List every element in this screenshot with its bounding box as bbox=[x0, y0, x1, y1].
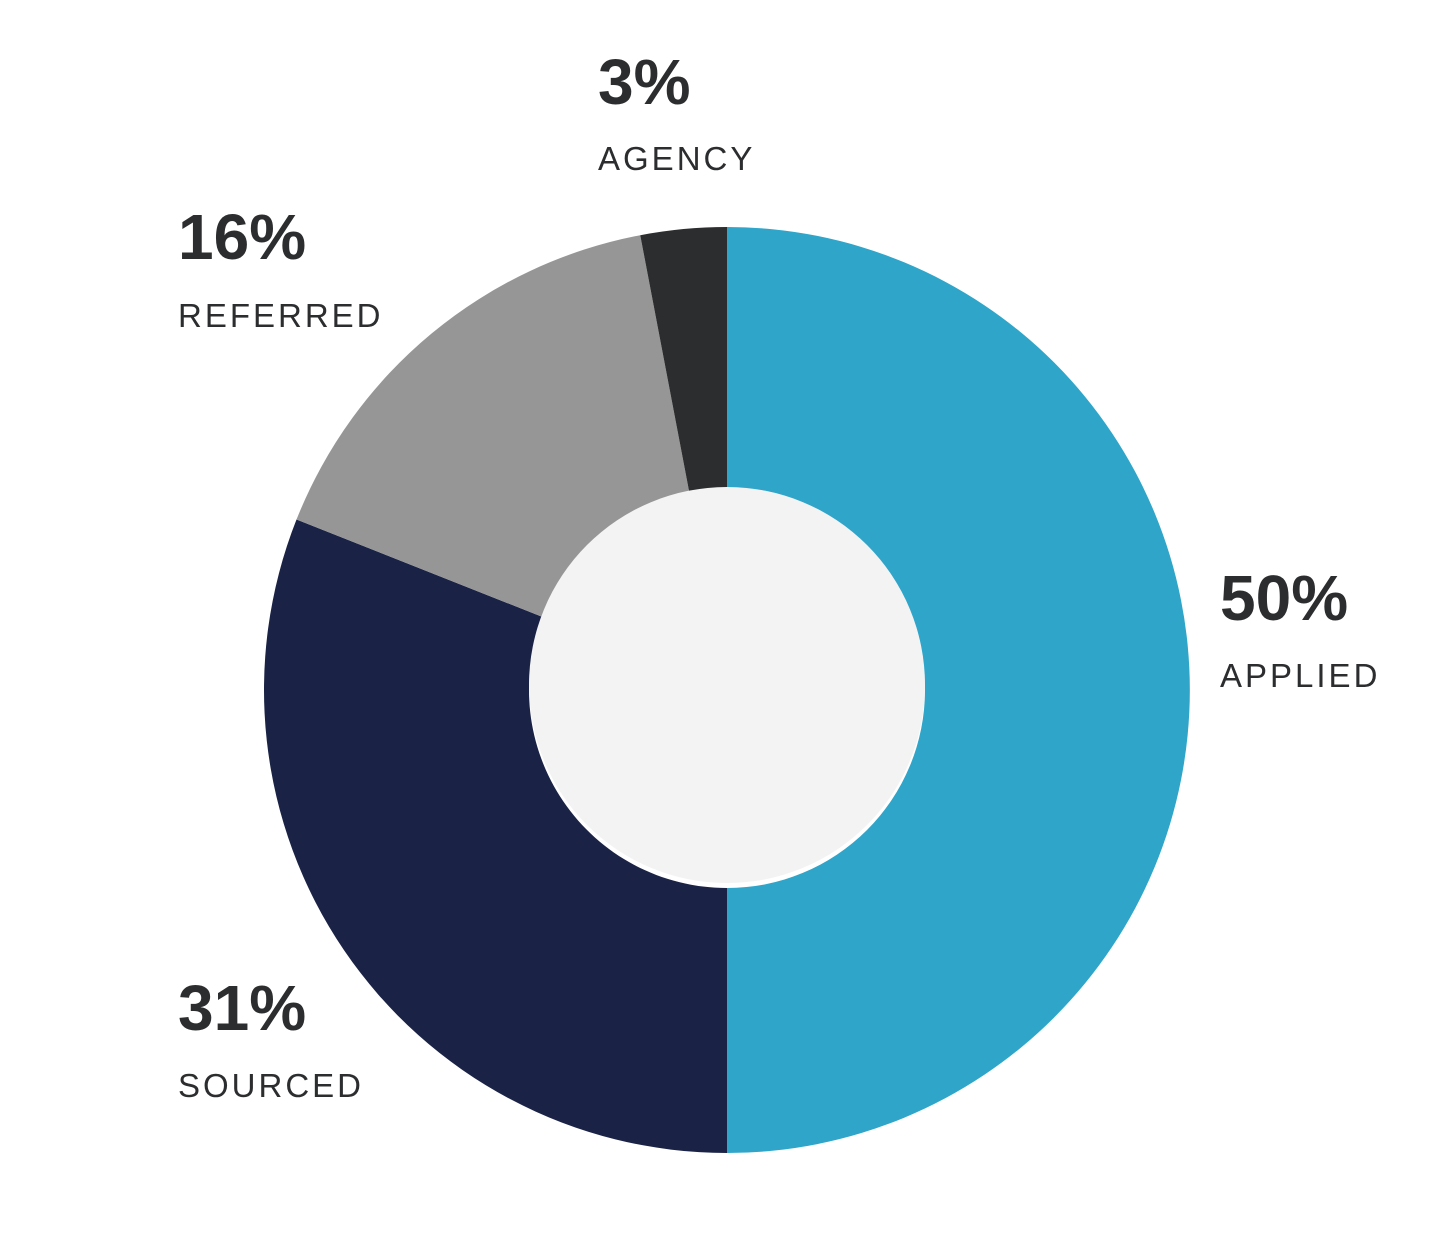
value-label: 31% bbox=[178, 972, 306, 1044]
category-label: APPLIED bbox=[1220, 657, 1380, 694]
slice bbox=[296, 235, 690, 618]
slice bbox=[263, 519, 727, 1153]
slice bbox=[640, 227, 727, 496]
slice bbox=[727, 227, 1190, 1153]
slices bbox=[263, 227, 1190, 1153]
category-label: AGENCY bbox=[598, 140, 755, 177]
labels: 50% APPLIED 31% SOURCED 16% REFERRED 3% AGENCY bbox=[178, 46, 1380, 1104]
value-label: 3% bbox=[598, 46, 691, 118]
category-label: REFERRED bbox=[178, 297, 384, 334]
donut-hole bbox=[529, 487, 925, 883]
value-label: 50% bbox=[1220, 562, 1348, 634]
value-label: 16% bbox=[178, 201, 306, 273]
category-label: SOURCED bbox=[178, 1067, 364, 1104]
